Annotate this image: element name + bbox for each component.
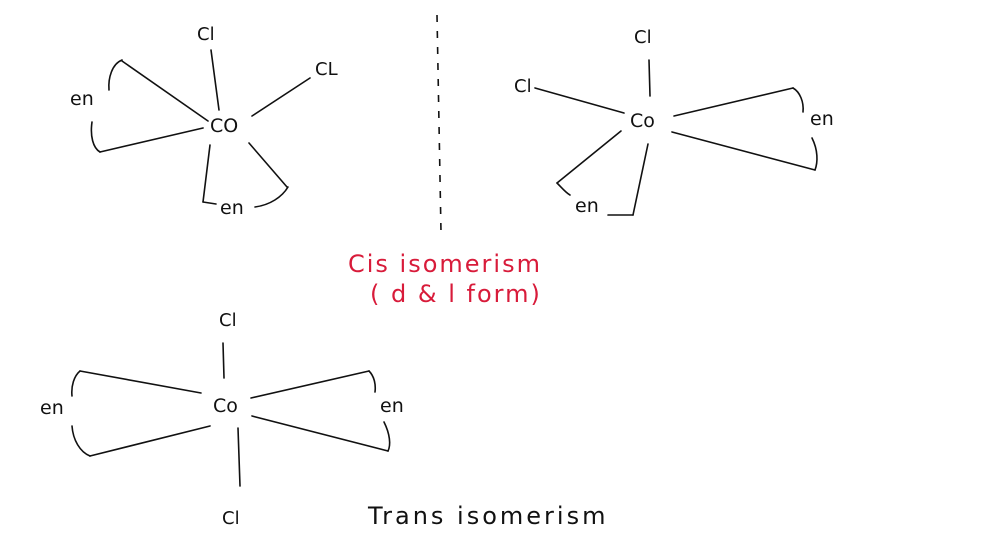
chelate-arc-left-lower xyxy=(71,425,91,457)
en-label-bottom: en xyxy=(575,195,599,217)
metal-label: Co xyxy=(630,110,655,132)
metal-label: CO xyxy=(210,115,238,137)
en-label-right: en xyxy=(380,395,404,417)
chloride-label-top: Cl xyxy=(219,310,237,331)
chelate-arc-right xyxy=(792,87,804,113)
chelate-arc-right-lower xyxy=(383,421,391,452)
bond-en-lower-left xyxy=(556,130,622,184)
bond-en-lower-left xyxy=(99,127,204,153)
bond-cl-right xyxy=(251,77,311,117)
chelate-arc-left xyxy=(71,370,81,397)
bond-en-bottom xyxy=(632,143,649,216)
cis-isomer-right: Co Cl Cl en en xyxy=(514,27,834,217)
en-label-left: en xyxy=(70,88,94,110)
chelate-arc-right xyxy=(368,370,377,393)
chloride-label-top: Cl xyxy=(634,27,652,48)
bond-en-upper-left xyxy=(121,60,209,122)
metal-label: Co xyxy=(213,395,238,417)
bond-en-lower-left xyxy=(89,425,211,457)
bond-en-bottom-right xyxy=(248,142,288,188)
chelate-arc-left-lower xyxy=(90,121,101,153)
chloride-label-top: Cl xyxy=(197,24,215,45)
chloride-label-bottom: Cl xyxy=(222,508,240,529)
chloride-label-right: CL xyxy=(315,59,338,80)
trans-isomer: Co Cl Cl en en xyxy=(40,310,404,529)
bond-cl-top xyxy=(222,342,225,379)
chelate-arc-bottom xyxy=(202,201,217,205)
cis-isomerism-label: Cis isomerism xyxy=(348,250,542,278)
trans-isomerism-label: Trans isomerism xyxy=(367,502,608,530)
chloride-label-left: Cl xyxy=(514,76,532,97)
bond-en-lower-right xyxy=(671,131,816,171)
en-label-left: en xyxy=(40,397,64,419)
bond-en-bottom xyxy=(202,144,211,203)
bond-cl-bottom xyxy=(237,427,241,487)
bond-en-upper-right xyxy=(673,87,794,117)
bond-en-upper-right xyxy=(250,370,370,399)
en-label-bottom: en xyxy=(220,197,244,219)
d-l-form-label: ( d & l form) xyxy=(370,280,542,308)
chelate-arc-bottom-left xyxy=(556,182,571,196)
mirror-plane xyxy=(436,14,442,233)
chelate-arc-right-lower xyxy=(811,137,818,171)
bond-en-lower-right xyxy=(251,415,389,452)
chelate-arc-bottom-right xyxy=(254,186,289,208)
bond-en-upper-left xyxy=(79,370,202,394)
bond-cl-top xyxy=(648,59,651,97)
chelate-arc-left xyxy=(108,59,123,91)
bond-cl-top xyxy=(210,49,220,111)
cis-isomer-left: CO Cl CL en en xyxy=(70,24,338,219)
en-label-right: en xyxy=(810,108,834,130)
bond-cl-left xyxy=(534,87,625,114)
